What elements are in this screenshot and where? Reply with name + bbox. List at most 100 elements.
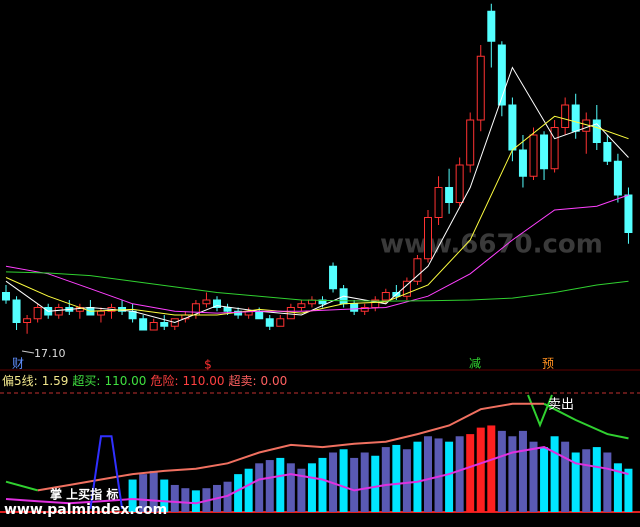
legend-label: 危险: bbox=[150, 374, 179, 388]
indicator-bar bbox=[234, 474, 243, 512]
signal-marker: 财 bbox=[12, 357, 24, 371]
candle-body bbox=[213, 299, 221, 308]
candle-body bbox=[33, 307, 42, 320]
indicator-bar bbox=[445, 441, 454, 512]
candle-body bbox=[497, 44, 506, 106]
indicator-bar bbox=[497, 430, 506, 512]
candle-body bbox=[350, 303, 359, 312]
candle-body bbox=[381, 292, 390, 301]
indicator-bar bbox=[339, 449, 348, 512]
candle-body bbox=[149, 322, 158, 331]
indicator-bar bbox=[286, 463, 295, 512]
indicator-bar bbox=[455, 436, 464, 512]
indicator-line bbox=[37, 402, 545, 492]
candle-body bbox=[540, 134, 549, 170]
indicator-bar bbox=[360, 452, 369, 512]
candle-body bbox=[455, 164, 464, 203]
indicator-bar bbox=[170, 484, 179, 512]
indicator-bar bbox=[276, 457, 285, 512]
legend-label: 超卖: bbox=[228, 374, 257, 388]
candle-body bbox=[603, 142, 612, 162]
indicator-bar bbox=[487, 425, 496, 512]
legend-text: 110.00 bbox=[182, 374, 225, 388]
indicator-bar bbox=[434, 438, 443, 512]
indicator-line bbox=[5, 446, 629, 505]
candle-body bbox=[561, 104, 570, 128]
candle-body bbox=[202, 299, 211, 305]
indicator-bar bbox=[371, 455, 380, 512]
candle-body bbox=[360, 307, 369, 312]
indicator-bar bbox=[424, 436, 432, 512]
indicator-bar bbox=[603, 452, 612, 512]
candle-body bbox=[276, 318, 285, 327]
signal-marker: 预 bbox=[542, 357, 554, 371]
watermark: www.6670.com bbox=[380, 230, 603, 260]
indicator-bar bbox=[139, 474, 148, 512]
candle-body bbox=[624, 194, 633, 233]
low-label: 17.10 bbox=[34, 347, 66, 360]
indicator-bar bbox=[128, 479, 137, 512]
moving-average bbox=[5, 194, 629, 314]
indicator-bar bbox=[318, 457, 327, 512]
indicator-bar bbox=[592, 447, 601, 512]
indicator-bar bbox=[413, 441, 422, 512]
candle-body bbox=[592, 119, 601, 143]
indicator-bar bbox=[550, 436, 559, 512]
indicator-bar bbox=[624, 468, 633, 512]
candle-body bbox=[434, 187, 443, 218]
candle-body bbox=[476, 55, 485, 121]
indicator-bar bbox=[540, 447, 549, 512]
candle-body bbox=[96, 310, 105, 316]
indicator-bar bbox=[466, 434, 475, 512]
candle-body bbox=[529, 134, 538, 177]
candle-body bbox=[571, 104, 580, 132]
candle-body bbox=[12, 299, 21, 323]
low-pointer bbox=[21, 350, 35, 354]
candle-body bbox=[413, 258, 422, 282]
indicator-bar bbox=[561, 441, 570, 512]
indicator-bar bbox=[392, 444, 401, 512]
candle-body bbox=[518, 149, 527, 177]
signal-marker: 减 bbox=[469, 357, 481, 371]
candle-body bbox=[265, 318, 274, 327]
indicator-bar bbox=[181, 488, 190, 512]
indicator-bar bbox=[508, 436, 517, 512]
indicator-bar bbox=[265, 460, 274, 512]
indicator-bar bbox=[571, 452, 580, 512]
candle-body bbox=[286, 307, 295, 320]
watermark: www.palmindex.com bbox=[4, 502, 167, 518]
candle-body bbox=[613, 160, 622, 196]
candle-body bbox=[487, 10, 496, 42]
sell-signal: 卖出 bbox=[548, 398, 574, 413]
moving-average bbox=[5, 66, 629, 324]
candle-body bbox=[255, 310, 264, 320]
indicator-bar bbox=[350, 457, 359, 512]
candle-body bbox=[508, 104, 517, 151]
candle-body bbox=[160, 322, 169, 327]
moving-average bbox=[5, 115, 629, 316]
indicator-bar bbox=[191, 490, 200, 512]
indicator-bar bbox=[402, 449, 411, 512]
candle-body bbox=[445, 187, 454, 203]
signal-marker: $ bbox=[204, 358, 212, 372]
legend-text: 110.00 bbox=[104, 374, 147, 388]
candle-body bbox=[466, 119, 475, 166]
indicator-bar bbox=[149, 470, 158, 512]
indicator-bar bbox=[613, 463, 622, 512]
moving-average bbox=[5, 271, 629, 302]
indicator-bar bbox=[582, 449, 591, 512]
indicator-bar bbox=[307, 463, 316, 512]
candle-body bbox=[2, 292, 10, 301]
candle-body bbox=[54, 307, 63, 316]
candle-body bbox=[329, 265, 338, 290]
indicator-bar bbox=[255, 463, 264, 512]
indicator-bar bbox=[160, 479, 169, 512]
indicator-bar bbox=[223, 481, 232, 512]
legend-label: 偏5线: bbox=[2, 374, 38, 388]
indicator-line bbox=[89, 435, 124, 509]
indicator-legend: 偏5线: 1.59 超买: 110.00 危险: 110.00 超卖: 0.00 bbox=[2, 372, 291, 388]
legend-text: 1.59 bbox=[41, 374, 69, 388]
legend-text: 0.00 bbox=[260, 374, 288, 388]
